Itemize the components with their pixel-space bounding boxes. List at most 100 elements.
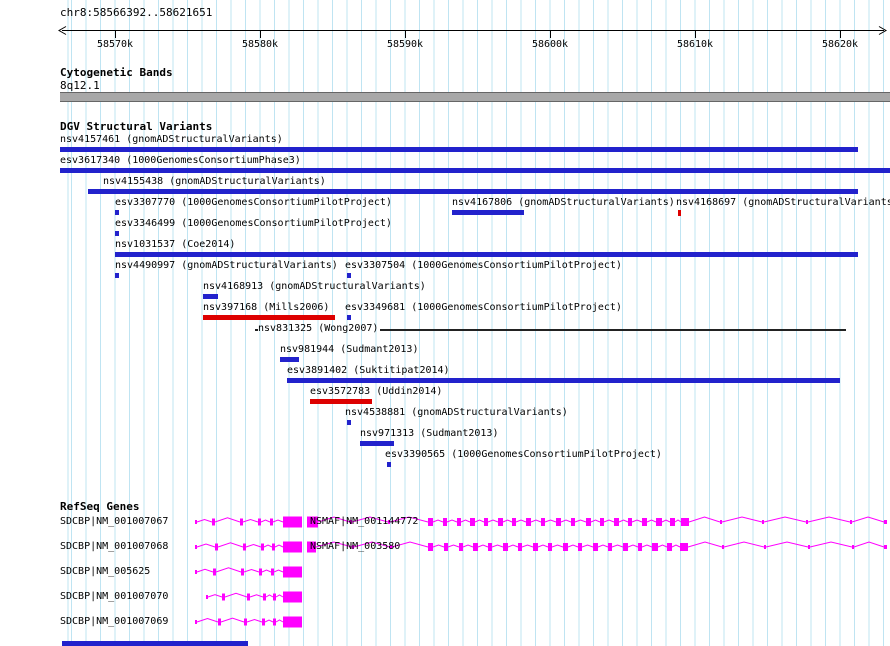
variant-bar[interactable] <box>380 329 846 331</box>
exon-box <box>680 543 688 551</box>
variant-bar[interactable] <box>387 462 391 467</box>
ruler-tick-label: 58610k <box>676 39 714 50</box>
gene-model[interactable] <box>206 591 302 603</box>
variant-bar[interactable] <box>115 273 119 278</box>
intron-line <box>196 617 219 623</box>
variant-label[interactable]: nsv397168 (Mills2006) <box>203 302 330 313</box>
exon-box <box>623 543 628 551</box>
right-arrow-icon <box>878 26 888 35</box>
intron-line <box>207 594 223 598</box>
exon-box <box>608 543 612 551</box>
exon-box <box>473 543 478 551</box>
ruler-tick-mark <box>115 30 116 38</box>
exon-box <box>271 568 274 576</box>
intron-line <box>214 517 241 523</box>
variant-bar[interactable] <box>255 329 258 331</box>
variant-bar[interactable] <box>115 210 119 215</box>
variant-label[interactable]: nsv831325 (Wong2007) <box>258 323 379 334</box>
exon-box <box>518 543 522 551</box>
variant-label[interactable]: esv3346499 (1000GenomesConsortiumPilotPr… <box>115 218 392 229</box>
variant-label[interactable]: nsv4168697 (gnomADStructuralVariants <box>676 197 890 208</box>
variant-label[interactable]: nsv981944 (Sudmant2013) <box>280 344 419 355</box>
intron-line <box>315 541 353 548</box>
exon-box <box>283 566 302 578</box>
gene-model[interactable] <box>307 541 887 553</box>
variant-bar[interactable] <box>310 399 372 404</box>
variant-label[interactable]: esv3572783 (Uddin2014) <box>310 386 443 397</box>
variant-bar[interactable] <box>360 441 394 446</box>
variant-bar[interactable] <box>203 294 218 299</box>
gene-label[interactable]: SDCBP|NM_005625 <box>60 566 151 577</box>
intron-line <box>243 568 260 573</box>
variant-label[interactable]: esv3349681 (1000GenomesConsortiumPilotPr… <box>345 302 622 313</box>
variant-label[interactable]: nsv4490997 (gnomADStructuralVariants) <box>115 260 338 271</box>
exon-box <box>670 518 675 526</box>
exon-box <box>247 593 250 601</box>
exon-box <box>526 518 531 526</box>
gene-label[interactable]: SDCBP|NM_001007067 <box>60 516 169 527</box>
variant-label[interactable]: esv3617340 (1000GenomesConsortiumPhase3) <box>60 155 301 166</box>
intron-line <box>196 518 213 523</box>
variant-label[interactable]: nsv4155438 (gnomADStructuralVariants) <box>103 176 326 187</box>
variant-bar[interactable] <box>203 315 335 320</box>
exon-box <box>498 518 503 526</box>
variant-bar[interactable] <box>60 147 858 152</box>
exon-box <box>390 545 392 549</box>
exon-box <box>218 618 221 626</box>
intron-line <box>196 568 214 573</box>
intron-line <box>263 544 273 548</box>
variant-label[interactable]: esv3307770 (1000GenomesConsortiumPilotPr… <box>115 197 392 208</box>
variant-bar[interactable] <box>347 273 351 278</box>
variant-bar[interactable] <box>280 357 299 362</box>
intron-line <box>560 519 572 523</box>
variant-label[interactable]: nsv4538881 (gnomADStructuralVariants) <box>345 407 568 418</box>
partial-track-bar[interactable] <box>62 641 248 646</box>
intron-line <box>246 618 263 623</box>
variant-bar[interactable] <box>347 420 351 425</box>
exon-box <box>195 520 197 524</box>
gene-model[interactable] <box>195 566 302 578</box>
variant-bar[interactable] <box>452 210 524 215</box>
variant-bar[interactable] <box>60 168 890 173</box>
gene-model[interactable] <box>195 616 302 628</box>
gene-label[interactable]: SDCBP|NM_001007068 <box>60 541 169 552</box>
ruler-line <box>62 30 884 31</box>
variant-label[interactable]: nsv4157461 (gnomADStructuralVariants) <box>60 134 283 145</box>
exon-box <box>273 593 276 601</box>
dgv-section-title: DGV Structural Variants <box>60 120 213 133</box>
intron-line <box>220 617 245 623</box>
exon-box <box>283 516 302 528</box>
variant-bar[interactable] <box>115 252 858 257</box>
exon-box <box>884 545 887 549</box>
variant-label[interactable]: nsv4168913 (gnomADStructuralVariants) <box>203 281 426 292</box>
exon-box <box>273 618 276 626</box>
exon-box <box>459 543 463 551</box>
intron-line <box>215 567 242 573</box>
intron-line <box>477 544 489 548</box>
exon-box <box>240 518 243 526</box>
variant-label[interactable]: esv3891402 (Suktitipat2014) <box>287 365 450 376</box>
exon-box <box>806 520 808 524</box>
gene-label[interactable]: NSMAF|NM_001144772 <box>310 516 419 527</box>
variant-bar[interactable] <box>347 315 351 320</box>
variant-label[interactable]: nsv4167806 (gnomADStructuralVariants) <box>452 197 675 208</box>
ruler-tick-mark <box>260 30 261 38</box>
variant-label[interactable]: esv3307504 (1000GenomesConsortiumPilotPr… <box>345 260 622 271</box>
ruler-tick-label: 58590k <box>386 39 424 50</box>
variant-label[interactable]: nsv1031537 (Coe2014) <box>115 239 236 250</box>
variant-bar[interactable] <box>88 189 858 194</box>
variant-label[interactable]: nsv971313 (Sudmant2013) <box>360 428 499 439</box>
ruler-tick-label: 58600k <box>531 39 569 50</box>
variant-bar[interactable] <box>678 210 681 216</box>
ruler-tick-label: 58620k <box>821 39 859 50</box>
gene-label[interactable]: NSMAF|NM_003580 <box>310 541 401 552</box>
gene-label[interactable]: SDCBP|NM_001007070 <box>60 591 169 602</box>
variant-bar[interactable] <box>115 231 119 236</box>
variant-label[interactable]: esv3390565 (1000GenomesConsortiumPilotPr… <box>385 449 662 460</box>
gene-model[interactable] <box>307 516 887 528</box>
intron-line <box>446 519 458 523</box>
gene-model[interactable] <box>195 516 302 528</box>
gene-label[interactable]: SDCBP|NM_001007069 <box>60 616 169 627</box>
gene-model[interactable] <box>195 541 302 553</box>
variant-bar[interactable] <box>287 378 840 383</box>
